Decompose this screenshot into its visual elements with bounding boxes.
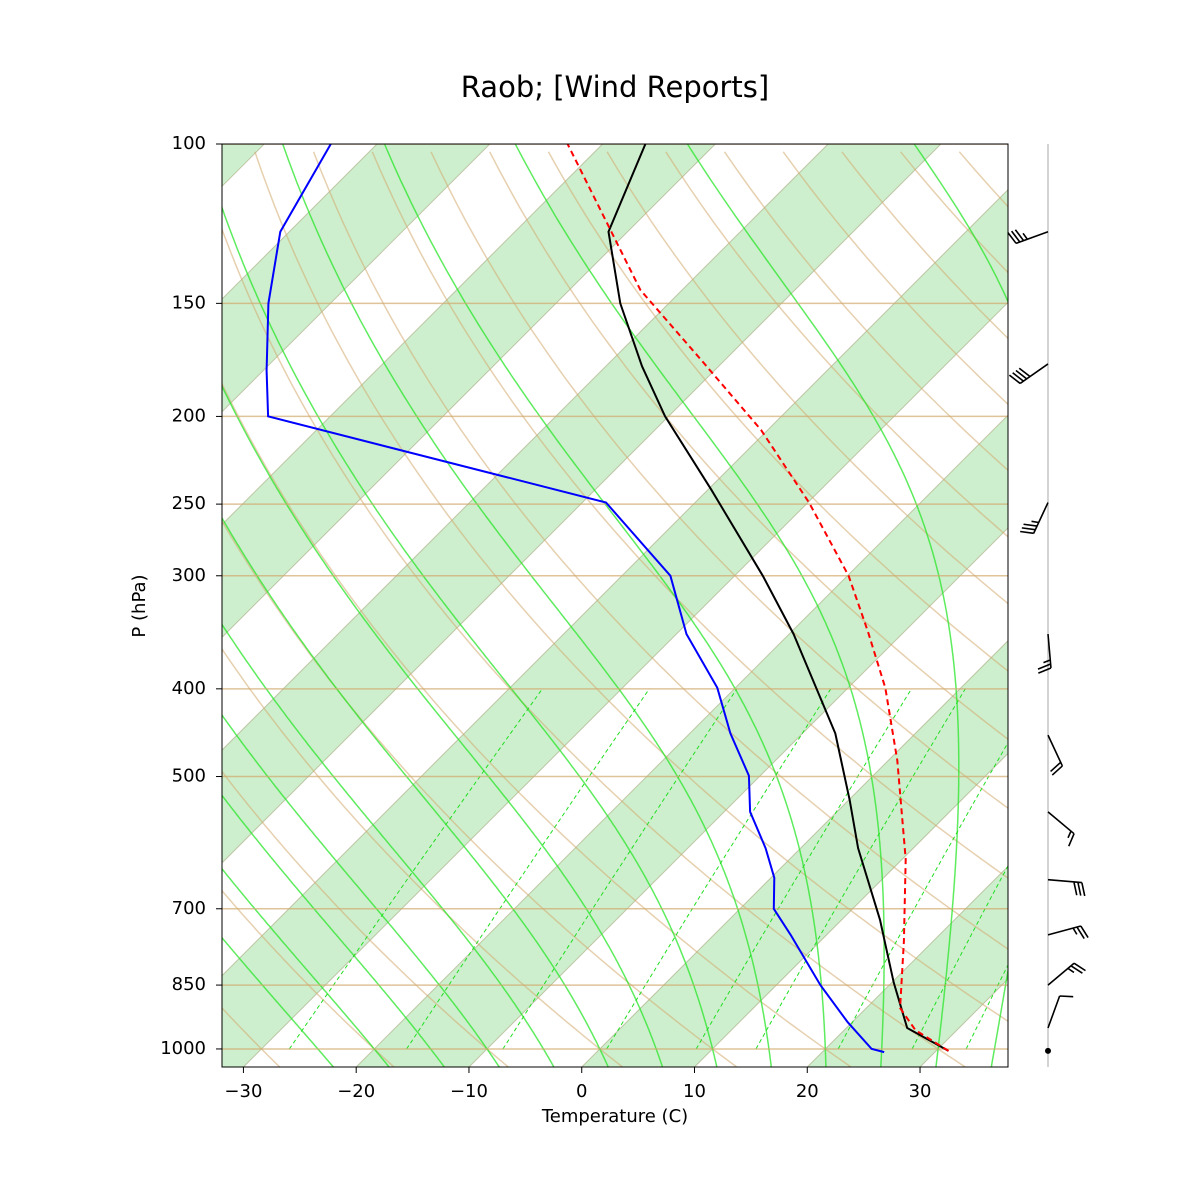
- x-tick-label: −20: [337, 1081, 375, 1102]
- y-tick-label: 1000: [160, 1038, 206, 1059]
- y-tick-label: 100: [172, 133, 206, 154]
- y-tick-label: 700: [172, 898, 206, 919]
- y-tick-label: 300: [172, 565, 206, 586]
- y-tick-label: 250: [172, 493, 206, 514]
- y-tick-label: 500: [172, 766, 206, 787]
- x-tick-label: −10: [450, 1081, 488, 1102]
- x-axis-label: Temperature (C): [541, 1106, 688, 1127]
- x-tick-label: 10: [683, 1081, 706, 1102]
- y-tick-label: 200: [172, 405, 206, 426]
- x-tick-label: 30: [909, 1081, 932, 1102]
- x-tick-label: −30: [224, 1081, 262, 1102]
- x-tick-label: 0: [576, 1081, 587, 1102]
- y-tick-label: 400: [172, 678, 206, 699]
- y-axis-label: P (hPa): [129, 574, 150, 637]
- y-tick-label: 150: [172, 292, 206, 313]
- chart-title: Raob; [Wind Reports]: [461, 70, 769, 104]
- x-tick-label: 20: [796, 1081, 819, 1102]
- wind-barb-calm: [1045, 1048, 1051, 1054]
- y-tick-label: 850: [172, 974, 206, 995]
